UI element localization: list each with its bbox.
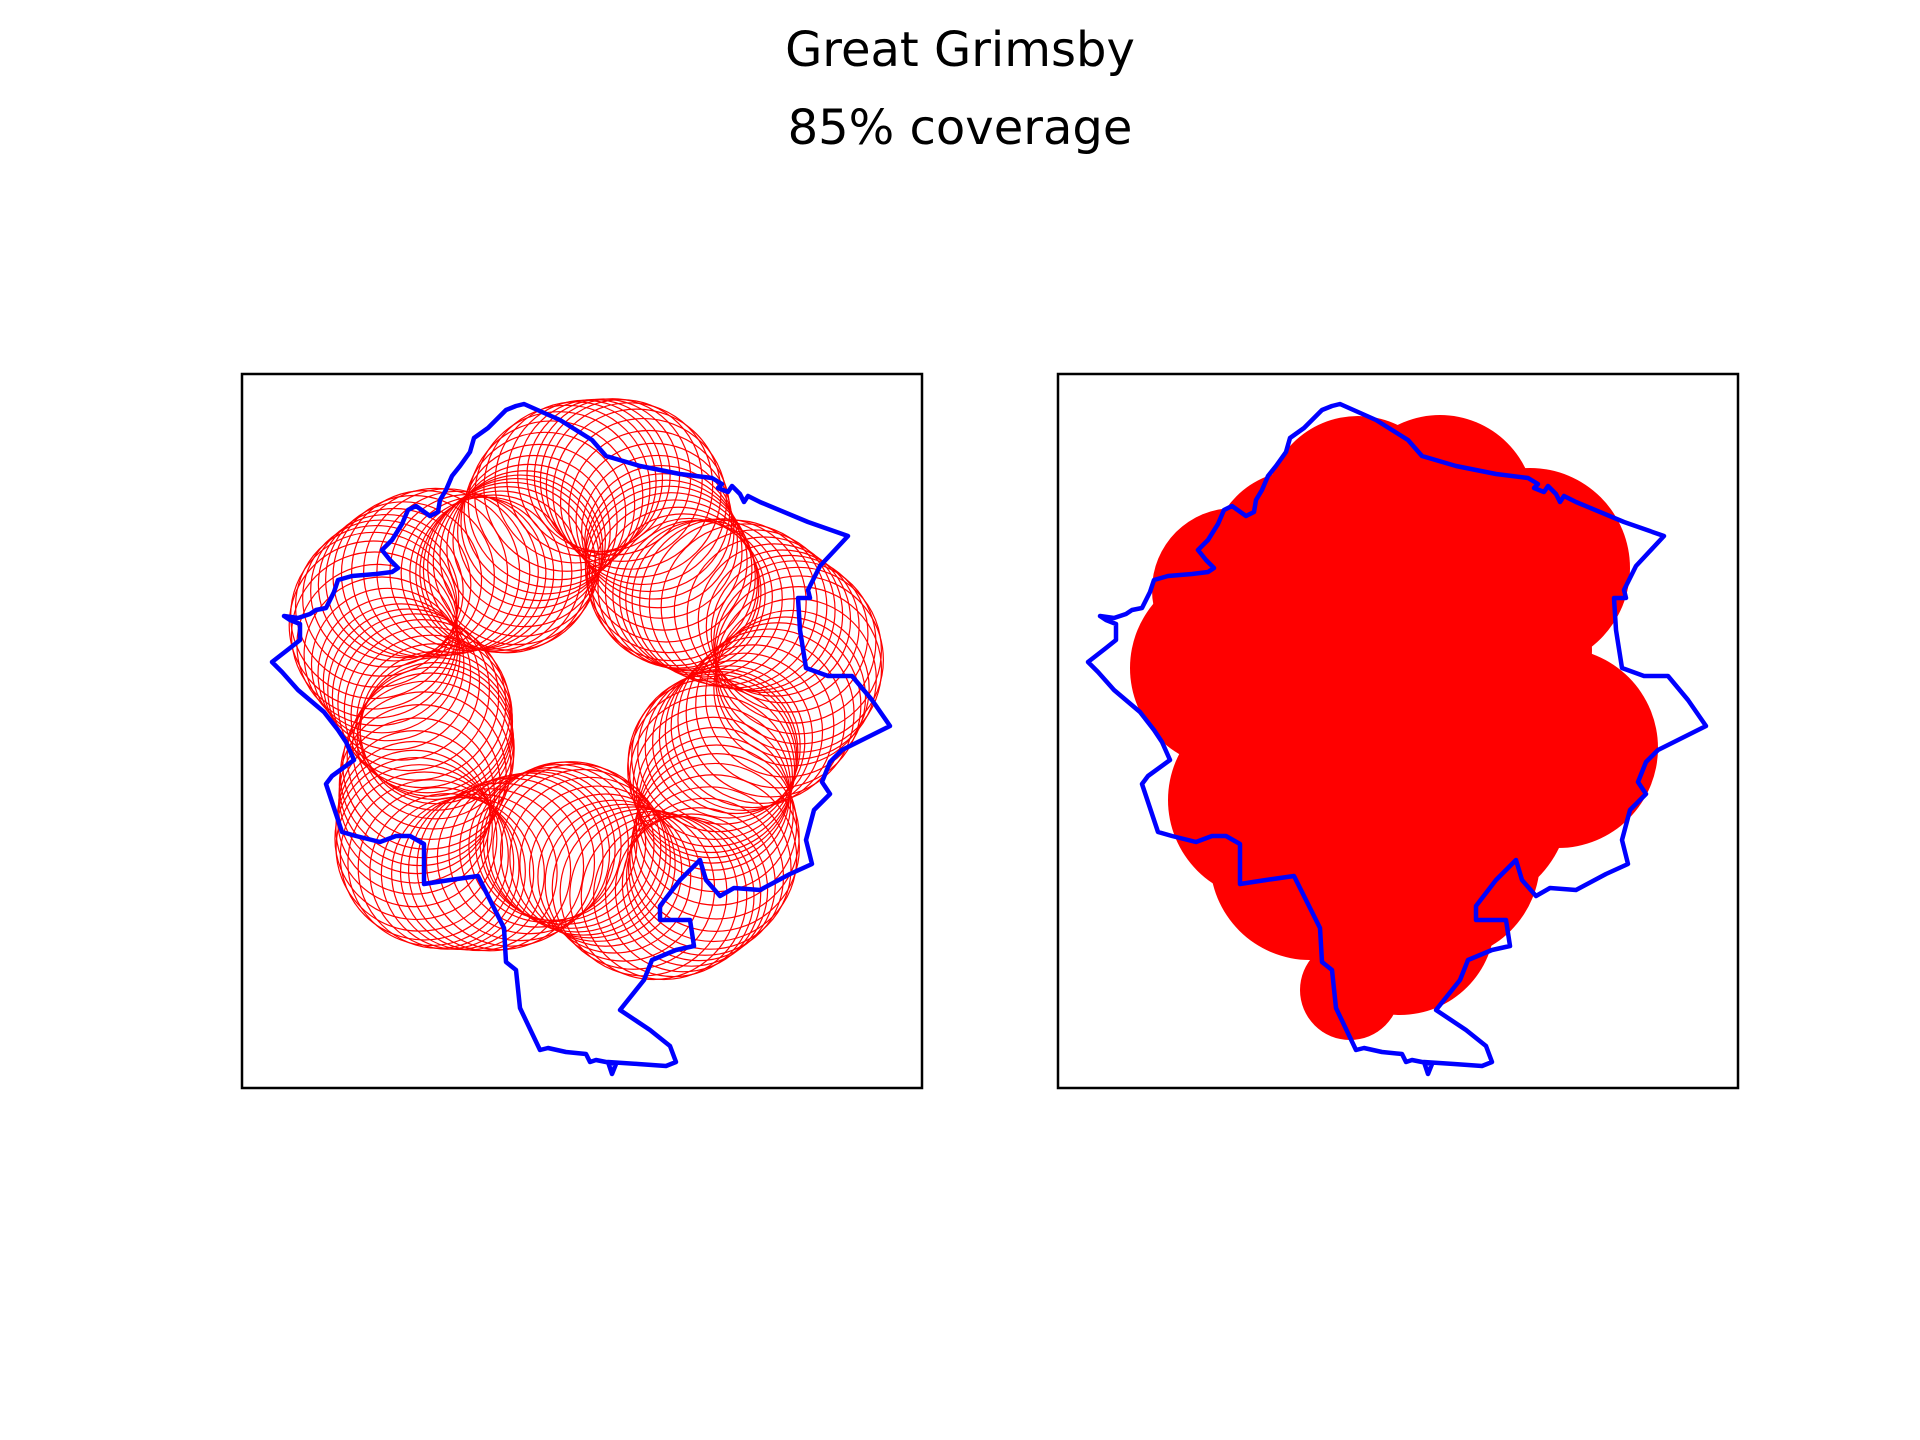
coverage-circle-outline xyxy=(439,474,602,637)
coverage-circle-outline xyxy=(630,762,800,932)
coverage-circle-outline xyxy=(337,619,507,789)
coverage-circle-outline xyxy=(342,680,512,850)
coverage-circle-outline xyxy=(432,477,600,646)
coverage-circle-outline xyxy=(290,551,459,719)
coverage-circle-outline xyxy=(467,420,636,588)
coverage-circle-outline xyxy=(714,566,882,735)
coverage-circle-outline xyxy=(294,524,458,688)
coverage-circle-outline xyxy=(519,785,676,942)
coverage-circle-outline xyxy=(302,519,460,677)
coverage-circle-filled xyxy=(1400,600,1600,800)
coverage-circle-outline xyxy=(350,634,513,797)
coverage-circle-outline xyxy=(351,487,521,657)
coverage-circle-outline xyxy=(614,813,769,967)
coverage-circle-outline xyxy=(415,494,573,652)
coverage-circle-outline xyxy=(629,694,793,859)
town-boundary-left xyxy=(269,401,893,1077)
coverage-circle-outline xyxy=(528,793,683,947)
coverage-circle-outline xyxy=(343,626,511,794)
coverage-circle-outline xyxy=(369,793,526,950)
coverage-circle-outline xyxy=(581,454,735,609)
coverage-circle-outline xyxy=(452,463,607,618)
coverage-circle-outline xyxy=(499,768,667,936)
coverage-circle-outline xyxy=(627,786,792,950)
coverage-circle-outline xyxy=(357,786,520,949)
coverage-circle-outline xyxy=(331,613,500,781)
coverage-circle-outline xyxy=(580,813,748,981)
coverage-circle-outline xyxy=(436,774,604,942)
panel-right-frame xyxy=(1056,372,1740,1090)
coverage-circle-outline xyxy=(552,408,722,578)
coverage-circle-outline xyxy=(340,490,509,658)
coverage-circle-outline xyxy=(334,757,498,921)
coverage-circle-outline xyxy=(544,803,703,962)
coverage-circle-outline xyxy=(644,668,801,825)
coverage-circle-outline xyxy=(325,501,483,659)
coverage-circle-outline xyxy=(584,464,739,619)
coverage-circles-filled xyxy=(1130,415,1658,1040)
coverage-circle-filled xyxy=(1340,760,1540,960)
coverage-circle-outline xyxy=(673,529,836,692)
coverage-circle-outline xyxy=(586,492,756,662)
coverage-circle-outline xyxy=(604,513,762,670)
coverage-circle-outline xyxy=(338,717,496,875)
coverage-circle-filled xyxy=(1300,940,1400,1040)
coverage-circle-outline xyxy=(457,454,611,609)
coverage-circle-outline xyxy=(664,652,824,811)
town-boundary-right xyxy=(1085,401,1709,1077)
coverage-circle-outline xyxy=(705,549,860,704)
coverage-circle-outline xyxy=(288,540,458,710)
coverage-circle-outline xyxy=(482,761,647,925)
figure-subtitle: 85% coverage xyxy=(788,100,1133,156)
coverage-circle-outline xyxy=(474,411,644,581)
coverage-circle-outline xyxy=(612,517,766,672)
panel-right-filled-circles xyxy=(1056,372,1740,1090)
coverage-circle-outline xyxy=(713,609,870,767)
coverage-circle-outline xyxy=(713,560,877,724)
coverage-circle-outline xyxy=(446,470,604,628)
coverage-circle-outline xyxy=(468,769,622,923)
coverage-circle-outline xyxy=(335,749,493,908)
coverage-circle-outline xyxy=(584,479,748,643)
coverage-circle-outline xyxy=(486,761,655,929)
coverage-circle-outlines xyxy=(288,398,884,981)
coverage-circle-outline xyxy=(710,554,869,713)
coverage-circle-outline xyxy=(539,399,703,562)
coverage-circle-outline xyxy=(629,774,798,943)
coverage-circle-outline xyxy=(317,507,472,662)
panel-left-outline-circles xyxy=(240,372,924,1090)
coverage-circle-outline xyxy=(347,779,515,947)
coverage-circle-outline xyxy=(380,796,535,951)
coverage-circle-outline xyxy=(686,536,844,694)
coverage-circle-outline xyxy=(327,608,491,772)
coverage-circle-outline xyxy=(584,485,753,654)
coverage-circle-outline xyxy=(714,575,884,745)
coverage-circle-outline xyxy=(310,587,465,742)
coverage-circle-outline xyxy=(303,576,461,734)
coverage-circle-outline xyxy=(591,499,758,667)
coverage-circle-outline xyxy=(492,763,662,933)
figure-title: Great Grimsby xyxy=(785,22,1135,78)
panel-left-frame xyxy=(240,372,924,1090)
coverage-circle-outline xyxy=(658,659,814,815)
coverage-circle-filled xyxy=(1210,470,1390,650)
coverage-circle-outline xyxy=(463,431,627,595)
coverage-circle-outline xyxy=(632,705,791,864)
coverage-circle-outline xyxy=(409,496,563,651)
coverage-circle-outline xyxy=(337,730,492,884)
